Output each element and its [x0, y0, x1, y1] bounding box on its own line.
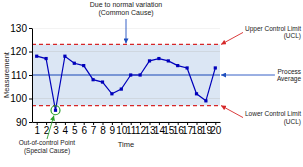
grid-line	[32, 75, 220, 76]
data-point	[167, 59, 170, 62]
annotation: Upper Control Limit(UCL)	[245, 25, 301, 40]
data-point	[73, 62, 76, 65]
tick-mark	[29, 122, 32, 123]
tick-mark	[29, 52, 32, 53]
annotation: Lower Control Limit(UCL)	[245, 110, 301, 126]
annotation: ProcessAverage	[277, 68, 302, 84]
tick-label: 20	[210, 125, 222, 136]
x-axis: 1234567891011121314151617181920	[33, 122, 222, 136]
data-point	[195, 92, 198, 95]
tick-label: 9	[110, 125, 116, 136]
data-point	[82, 64, 85, 67]
text-line: (Common Cause)	[98, 9, 153, 17]
tick-label: 100	[10, 93, 27, 104]
y-axis: 90 100 110 120 130	[10, 23, 32, 128]
tick-label: 110	[11, 70, 27, 81]
annotation-arrow	[221, 106, 243, 118]
data-point	[110, 92, 113, 95]
tick-label: 90	[16, 117, 28, 128]
tick-mark	[29, 75, 32, 76]
data-point	[35, 55, 38, 58]
data-point	[45, 57, 48, 60]
out-of-control-marker	[51, 106, 60, 115]
y-tick: 100	[10, 93, 32, 104]
data-point	[101, 80, 104, 83]
y-tick: 110	[11, 70, 32, 81]
text-line: Average	[277, 75, 301, 83]
x-tick: 9	[110, 122, 116, 136]
data-line	[37, 56, 216, 110]
lcl-line	[32, 105, 220, 106]
text-line: (UCL)	[284, 118, 301, 126]
tick-mark	[29, 99, 32, 100]
y-tick: 90	[16, 117, 32, 128]
data-point	[214, 66, 217, 69]
annotation: Out-of-control Point(Special Cause)	[19, 139, 76, 155]
tick-label: 7	[91, 125, 97, 136]
data-point	[139, 73, 142, 76]
tick-label: 5	[72, 125, 78, 136]
data-point	[120, 88, 123, 91]
text-line: Time	[118, 140, 134, 149]
data-point	[157, 57, 160, 60]
text-line: Out-of-control Point	[19, 139, 76, 146]
data-point	[54, 109, 57, 112]
data-point	[63, 55, 66, 58]
axis-line	[32, 29, 33, 123]
data-point	[148, 59, 151, 62]
control-band	[32, 44, 220, 105]
annotation-arrow	[221, 75, 275, 76]
grid-line	[32, 122, 220, 123]
text-line: (UCL)	[284, 32, 301, 40]
chart: 1234567891011121314151617181920901001101…	[0, 0, 303, 167]
tick-label: 130	[10, 23, 27, 34]
annotation-arrow	[126, 19, 127, 43]
x-tick: 7	[91, 122, 97, 136]
data-point	[186, 66, 189, 69]
tick-label: 4	[63, 125, 69, 136]
data-point	[92, 78, 95, 81]
tick-label: 6	[81, 125, 87, 136]
x-tick: 4	[63, 122, 69, 136]
annotation-arrow	[47, 116, 54, 139]
x-tick: 8	[100, 122, 106, 136]
grid-line	[32, 51, 220, 52]
annotation-arrow	[221, 32, 243, 44]
text-line: Process	[278, 68, 302, 75]
tick-label: 1	[34, 125, 40, 136]
ucl-line	[32, 44, 220, 45]
x-axis-title: Time	[118, 140, 134, 149]
grid-line	[32, 98, 220, 99]
data-point	[129, 73, 132, 76]
data-point	[204, 99, 207, 102]
text-line: Lower Control Limit	[245, 110, 301, 117]
data-point	[176, 64, 179, 67]
tick-mark	[29, 28, 32, 29]
average-line	[32, 74, 220, 75]
y-axis-title: Measurement	[2, 51, 11, 98]
x-tick: 20	[210, 122, 222, 136]
y-tick: 130	[10, 23, 32, 34]
tick-label: 120	[10, 46, 27, 57]
tick-label: 3	[53, 125, 59, 136]
x-tick: 5	[72, 122, 78, 136]
y-tick: 120	[10, 46, 32, 57]
annotation: Due to normal variation(Common Cause)	[90, 1, 162, 17]
axis-line	[33, 122, 221, 123]
text-line: Due to normal variation	[90, 1, 162, 8]
text-line: (Special Cause)	[24, 147, 70, 155]
x-tick: 3	[53, 122, 59, 136]
x-tick: 1	[34, 122, 40, 136]
tick-label: 8	[100, 125, 106, 136]
x-tick: 6	[81, 122, 87, 136]
